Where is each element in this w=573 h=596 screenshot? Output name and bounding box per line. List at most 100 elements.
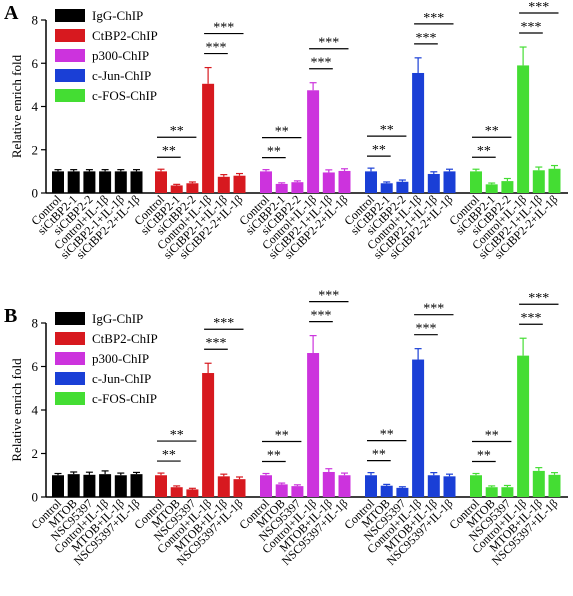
significance-label: ** — [477, 449, 491, 464]
y-tick-label: 2 — [32, 446, 39, 461]
bar — [217, 176, 230, 193]
significance-label: *** — [318, 289, 339, 304]
significance-label: ** — [380, 123, 394, 138]
y-tick-label: 0 — [32, 490, 39, 505]
bar — [260, 171, 272, 193]
bar — [396, 181, 409, 193]
legend-label: c-FOS-ChIP — [92, 88, 157, 103]
bar — [443, 171, 456, 193]
bar — [485, 487, 498, 497]
bar — [532, 170, 545, 193]
legend-label: CtBP2-ChIP — [92, 331, 158, 346]
significance-label: ** — [275, 429, 289, 444]
bar — [186, 183, 199, 193]
y-tick-label: 2 — [32, 142, 39, 157]
bar — [365, 171, 377, 193]
significance-label: *** — [205, 41, 226, 56]
bar — [501, 487, 514, 497]
y-tick-label: 8 — [32, 13, 39, 28]
significance-label: ** — [267, 449, 281, 464]
significance-label: *** — [528, 0, 549, 15]
bar — [548, 168, 561, 193]
bar — [52, 475, 64, 497]
bar — [380, 183, 393, 193]
bar — [130, 474, 143, 497]
bar — [170, 185, 183, 193]
significance-label: ** — [170, 428, 184, 443]
series-c-jun-chip: ControlMTOBNSC95397Control+IL-1βMTOB+IL-… — [341, 302, 455, 568]
bar — [233, 479, 246, 497]
bar — [155, 171, 167, 193]
legend-label: c-Jun-ChIP — [92, 68, 151, 83]
significance-label: *** — [310, 56, 331, 71]
bar — [548, 474, 561, 497]
significance-label: *** — [423, 302, 444, 317]
significance-label: *** — [528, 291, 549, 306]
bar — [130, 171, 143, 193]
significance-label: *** — [213, 21, 234, 36]
bar — [365, 475, 377, 497]
legend-swatch — [55, 352, 85, 365]
bar — [202, 83, 215, 193]
legend: IgG-ChIP CtBP2-ChIP p300-ChIP c-Jun-ChIP c-F… — [55, 311, 158, 406]
bar — [307, 353, 320, 497]
y-axis-label: Relative enrich fold — [9, 54, 24, 158]
bar — [260, 475, 272, 497]
significance-label: ** — [485, 429, 499, 444]
bar — [99, 474, 112, 497]
bar — [470, 171, 482, 193]
bar — [532, 470, 545, 497]
legend-label: p300-ChIP — [92, 351, 149, 366]
significance-label: ** — [380, 428, 394, 443]
legend-label: IgG-ChIP — [92, 311, 143, 326]
y-tick-label: 0 — [32, 186, 39, 201]
bar — [155, 475, 167, 497]
bar — [470, 475, 482, 497]
legend-label: c-FOS-ChIP — [92, 391, 157, 406]
bar — [67, 474, 80, 497]
bar — [443, 476, 456, 497]
bar — [170, 487, 183, 497]
significance-label: *** — [213, 316, 234, 331]
y-tick-label: 6 — [32, 359, 39, 374]
panel-label: B — [4, 305, 17, 327]
significance-label: ** — [170, 124, 184, 139]
significance-label: ** — [162, 144, 176, 159]
significance-label: *** — [310, 309, 331, 324]
bar — [83, 474, 96, 497]
bar — [233, 175, 246, 193]
bar — [114, 171, 127, 193]
legend: IgG-ChIP CtBP2-ChIP p300-ChIP c-Jun-ChIP c-F… — [55, 8, 158, 103]
bar — [67, 171, 80, 193]
significance-label: ** — [372, 448, 386, 463]
legend-label: IgG-ChIP — [92, 8, 143, 23]
bar — [291, 182, 304, 193]
significance-label: *** — [520, 311, 541, 326]
legend-swatch — [55, 89, 85, 102]
bar — [338, 170, 351, 193]
y-tick-label: 4 — [32, 403, 39, 418]
bar — [380, 485, 393, 497]
bar — [52, 171, 64, 193]
bar — [99, 171, 112, 193]
significance-label: *** — [318, 36, 339, 51]
bar — [396, 487, 409, 497]
legend-swatch — [55, 9, 85, 22]
panel-label: A — [4, 2, 19, 24]
y-axis-label: Relative enrich fold — [9, 358, 24, 462]
legend-swatch — [55, 392, 85, 405]
bar — [275, 484, 288, 497]
significance-label: *** — [423, 11, 444, 26]
bar — [501, 181, 514, 193]
series-p300-chip: ControlsiCtBP2-1siCtBP2-2Control+IL-1βsi… — [236, 36, 350, 262]
bar — [517, 355, 530, 497]
chart-panel-a: A Relative enrich fold 0 2 4 6 8 ControlsiCtBP2… — [4, 0, 568, 262]
bar — [202, 373, 215, 497]
bar — [275, 183, 288, 193]
series-p300-chip: ControlMTOBNSC95397Control+IL-1βMTOB+IL-… — [236, 289, 350, 568]
bar — [412, 72, 425, 193]
significance-label: ** — [485, 124, 499, 139]
bar — [322, 471, 335, 497]
legend-swatch — [55, 312, 85, 325]
